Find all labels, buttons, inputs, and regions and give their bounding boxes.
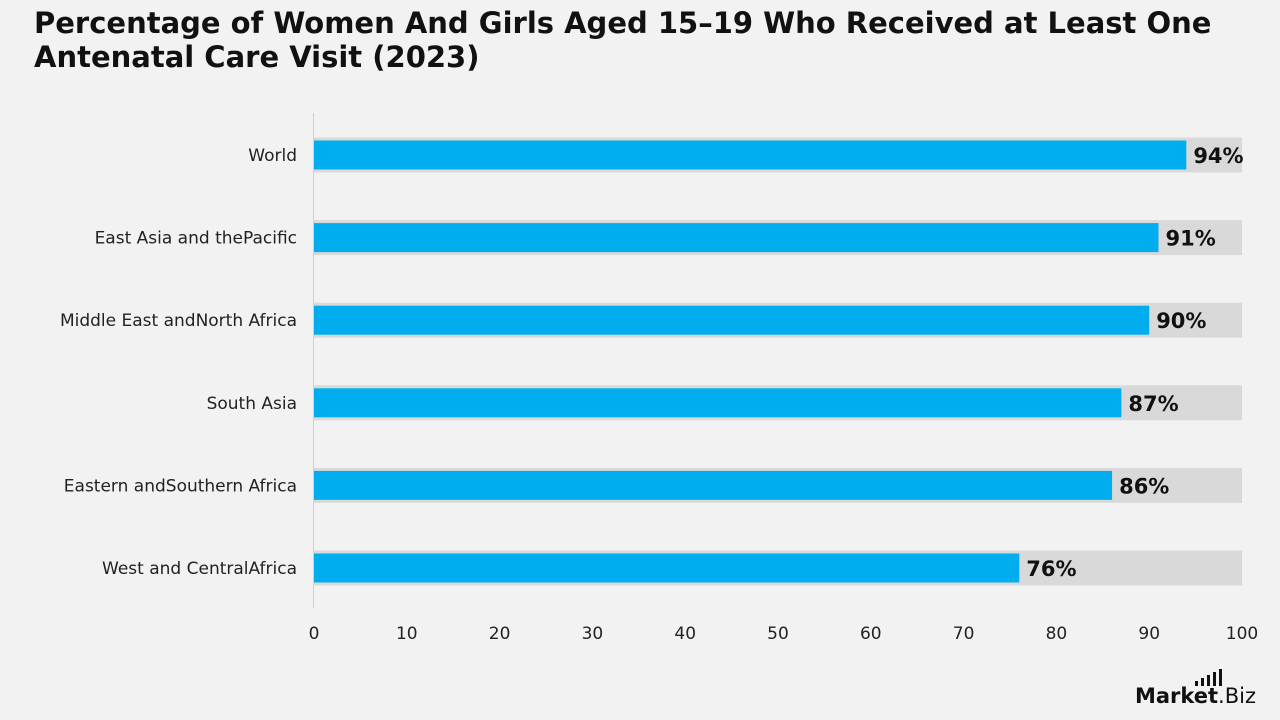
x-tick-label: 90 bbox=[1138, 624, 1160, 644]
category-label: South Asia bbox=[207, 394, 297, 414]
bar-tracks bbox=[314, 137, 1242, 586]
bar bbox=[314, 470, 1113, 500]
x-tick-label: 70 bbox=[953, 624, 975, 644]
data-label: 87% bbox=[1128, 392, 1178, 416]
x-tick-label: 0 bbox=[309, 624, 320, 644]
x-tick-label: 10 bbox=[396, 624, 418, 644]
bar bbox=[314, 140, 1187, 170]
logo-signal-icon bbox=[1194, 669, 1231, 686]
x-tick-label: 60 bbox=[860, 624, 882, 644]
category-label: Eastern andSouthern Africa bbox=[64, 476, 297, 496]
chart-title: Percentage of Women And Girls Aged 15–19… bbox=[34, 6, 1212, 74]
x-tick-label: 80 bbox=[1046, 624, 1068, 644]
bar bbox=[314, 305, 1150, 335]
x-tick-label: 100 bbox=[1226, 624, 1258, 644]
data-label: 90% bbox=[1156, 309, 1206, 333]
data-label: 86% bbox=[1119, 474, 1169, 498]
x-axis-ticks: 0 10 20 30 40 50 60 70 80 90 100 bbox=[309, 624, 1259, 644]
x-tick-label: 30 bbox=[582, 624, 604, 644]
category-label: East Asia and thePacific bbox=[95, 229, 297, 249]
category-labels: World East Asia and thePacific Middle East… bbox=[60, 146, 297, 579]
category-label: World bbox=[248, 146, 297, 166]
bar bbox=[314, 553, 1020, 583]
marketbiz-logo: Market .Biz bbox=[1134, 669, 1256, 708]
data-label: 94% bbox=[1193, 144, 1243, 168]
bar bbox=[314, 388, 1122, 418]
category-label: Middle East andNorth Africa bbox=[60, 311, 297, 331]
x-tick-label: 20 bbox=[489, 624, 511, 644]
bars bbox=[314, 140, 1187, 583]
x-tick-label: 40 bbox=[674, 624, 696, 644]
data-label: 91% bbox=[1165, 227, 1215, 251]
logo-text-bold: Market bbox=[1134, 684, 1219, 708]
data-label: 76% bbox=[1026, 557, 1076, 581]
data-labels: 94% 91% 90% 87% 86% 76% bbox=[1026, 144, 1243, 581]
x-tick-label: 50 bbox=[767, 624, 789, 644]
logo-text-rest: .Biz bbox=[1218, 684, 1256, 708]
bar bbox=[314, 223, 1159, 253]
category-label: West and CentralAfrica bbox=[102, 559, 297, 579]
